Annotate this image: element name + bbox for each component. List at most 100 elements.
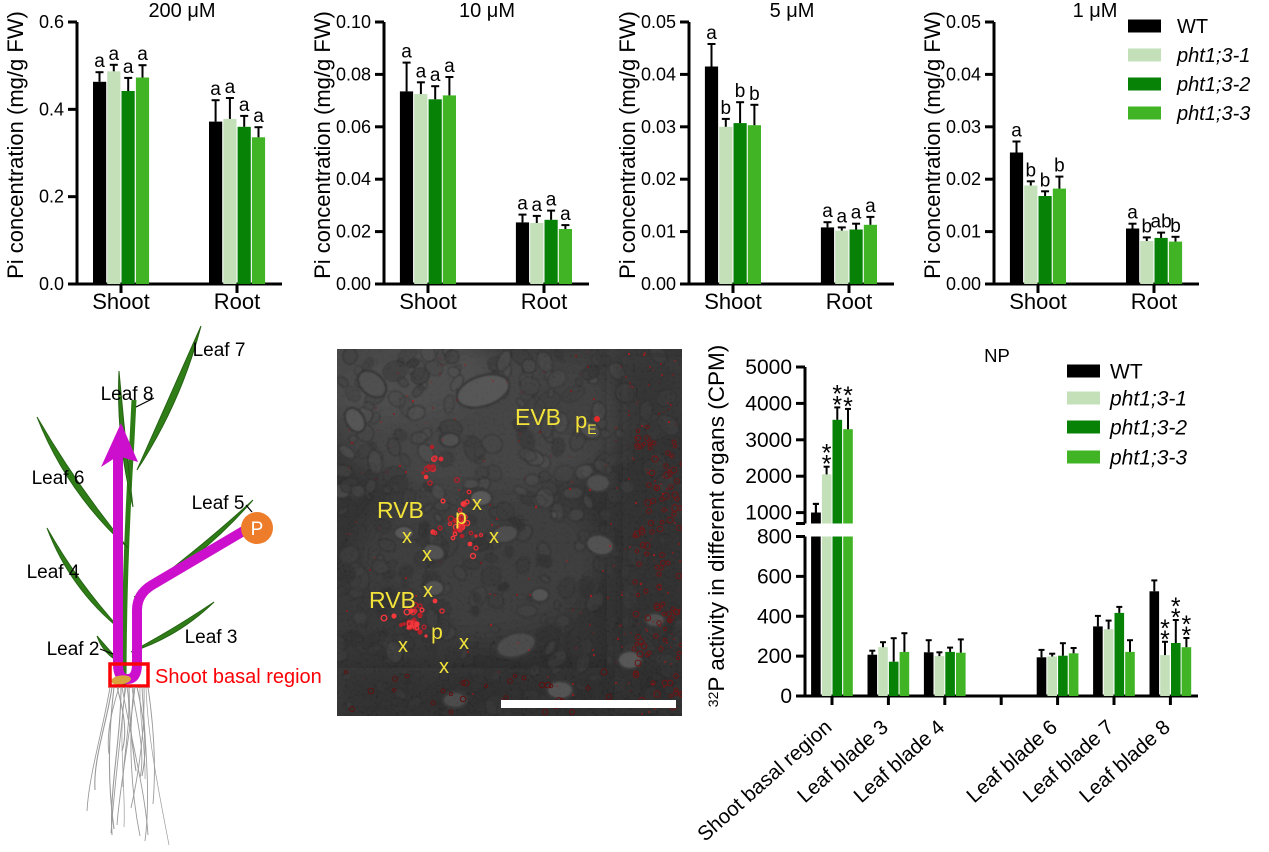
svg-text:EVB: EVB xyxy=(515,404,561,430)
svg-text:0.00: 0.00 xyxy=(336,274,371,294)
svg-text:x: x xyxy=(489,526,499,548)
svg-text:0.0: 0.0 xyxy=(39,274,64,294)
svg-text:0.02: 0.02 xyxy=(336,222,371,242)
svg-text:a: a xyxy=(210,79,221,100)
svg-text:400: 400 xyxy=(757,605,792,628)
svg-text:x: x xyxy=(398,635,408,657)
svg-text:b: b xyxy=(1026,160,1037,181)
svg-text:Shoot: Shoot xyxy=(704,289,762,314)
svg-text:0.01: 0.01 xyxy=(946,222,981,242)
svg-text:0.08: 0.08 xyxy=(336,64,371,84)
svg-text:*: * xyxy=(1182,622,1192,650)
svg-text:x: x xyxy=(402,526,412,548)
svg-text:b: b xyxy=(1040,170,1051,191)
svg-text:Shoot: Shoot xyxy=(399,289,457,314)
svg-text:a: a xyxy=(837,206,848,227)
svg-text:*: * xyxy=(843,382,853,410)
svg-text:32P activity in different orga: 32P activity in different organs (CPM) xyxy=(704,345,729,707)
svg-text:*: * xyxy=(822,451,832,479)
svg-text:*: * xyxy=(1171,604,1181,632)
svg-text:p: p xyxy=(455,506,467,529)
svg-text:a: a xyxy=(851,203,862,224)
svg-text:0.02: 0.02 xyxy=(641,169,676,189)
svg-text:*: * xyxy=(1182,611,1192,639)
svg-text:Root: Root xyxy=(521,289,567,314)
svg-text:*: * xyxy=(832,380,842,408)
svg-text:3000: 3000 xyxy=(745,429,792,452)
svg-text:0.05: 0.05 xyxy=(641,12,676,32)
svg-text:a: a xyxy=(706,23,717,44)
svg-text:Root: Root xyxy=(214,289,260,314)
svg-text:*: * xyxy=(843,393,853,421)
svg-text:0.00: 0.00 xyxy=(946,274,981,294)
svg-text:Pi concentration (mg/g FW): Pi concentration (mg/g FW) xyxy=(920,11,945,279)
svg-text:WT: WT xyxy=(1177,16,1208,38)
svg-text:Pi concentration (mg/g FW): Pi concentration (mg/g FW) xyxy=(615,11,640,279)
svg-text:a: a xyxy=(517,194,528,215)
svg-text:a: a xyxy=(822,201,833,222)
svg-text:RVB: RVB xyxy=(377,497,424,523)
svg-text:x: x xyxy=(472,493,482,515)
svg-text:Shoot: Shoot xyxy=(92,289,150,314)
svg-text:RVB: RVB xyxy=(369,587,416,613)
svg-text:WT: WT xyxy=(1110,360,1143,383)
svg-text:200: 200 xyxy=(757,645,792,668)
svg-text:*: * xyxy=(822,440,832,468)
svg-text:0.4: 0.4 xyxy=(39,99,64,119)
svg-text:a: a xyxy=(1011,121,1022,142)
svg-text:Leaf 4: Leaf 4 xyxy=(27,562,80,583)
svg-text:ab: ab xyxy=(1151,212,1172,233)
svg-text:a: a xyxy=(253,106,264,127)
svg-text:b: b xyxy=(721,98,732,119)
svg-text:a: a xyxy=(137,44,148,65)
svg-text:b: b xyxy=(1170,216,1181,237)
svg-text:a: a xyxy=(546,190,557,211)
svg-text:0.2: 0.2 xyxy=(39,187,64,207)
svg-text:*: * xyxy=(832,391,842,419)
svg-text:5 μM: 5 μM xyxy=(770,0,815,22)
svg-text:0.10: 0.10 xyxy=(336,12,371,32)
svg-text:a: a xyxy=(239,95,250,116)
svg-text:2000: 2000 xyxy=(745,465,792,488)
svg-text:*: * xyxy=(1160,626,1170,654)
svg-text:Leaf 6: Leaf 6 xyxy=(32,468,85,489)
svg-text:a: a xyxy=(401,42,412,63)
svg-text:0.00: 0.00 xyxy=(641,274,676,294)
svg-text:a: a xyxy=(225,77,236,98)
svg-text:0.05: 0.05 xyxy=(946,12,981,32)
svg-text:0.02: 0.02 xyxy=(946,169,981,189)
svg-text:b: b xyxy=(735,81,746,102)
svg-text:Shoot: Shoot xyxy=(1009,289,1067,314)
svg-text:Leaf 2: Leaf 2 xyxy=(47,639,100,660)
svg-text:0.04: 0.04 xyxy=(946,64,981,84)
svg-text:a: a xyxy=(94,51,105,72)
svg-text:Leaf 8: Leaf 8 xyxy=(101,384,154,405)
svg-text:a: a xyxy=(416,61,427,82)
svg-text:x: x xyxy=(423,580,433,602)
svg-text:0.06: 0.06 xyxy=(336,117,371,137)
svg-text:b: b xyxy=(749,84,760,105)
svg-text:x: x xyxy=(459,632,469,654)
svg-text:Pi concentration (mg/g FW): Pi concentration (mg/g FW) xyxy=(310,11,335,279)
svg-text:x: x xyxy=(422,544,432,566)
svg-text:600: 600 xyxy=(757,565,792,588)
svg-text:1 μM: 1 μM xyxy=(1073,0,1118,22)
svg-text:pht1;3-2: pht1;3-2 xyxy=(1176,74,1250,96)
svg-text:Leaf 5: Leaf 5 xyxy=(192,493,245,514)
svg-text:b: b xyxy=(1142,216,1153,237)
svg-text:0: 0 xyxy=(780,685,792,708)
svg-text:10 μM: 10 μM xyxy=(459,0,515,22)
svg-text:Leaf 7: Leaf 7 xyxy=(193,340,246,361)
svg-text:5000: 5000 xyxy=(745,356,792,379)
svg-text:0.04: 0.04 xyxy=(336,169,371,189)
svg-text:1000: 1000 xyxy=(745,502,792,525)
svg-text:pht1;3-3: pht1;3-3 xyxy=(1176,103,1250,125)
svg-text:P: P xyxy=(251,519,264,540)
svg-text:a: a xyxy=(560,204,571,225)
svg-text:*: * xyxy=(1171,593,1181,621)
svg-text:200 μM: 200 μM xyxy=(148,0,215,22)
svg-text:a: a xyxy=(865,196,876,217)
svg-text:0.6: 0.6 xyxy=(39,12,64,32)
svg-text:Root: Root xyxy=(826,289,872,314)
svg-text:0.03: 0.03 xyxy=(641,117,676,137)
